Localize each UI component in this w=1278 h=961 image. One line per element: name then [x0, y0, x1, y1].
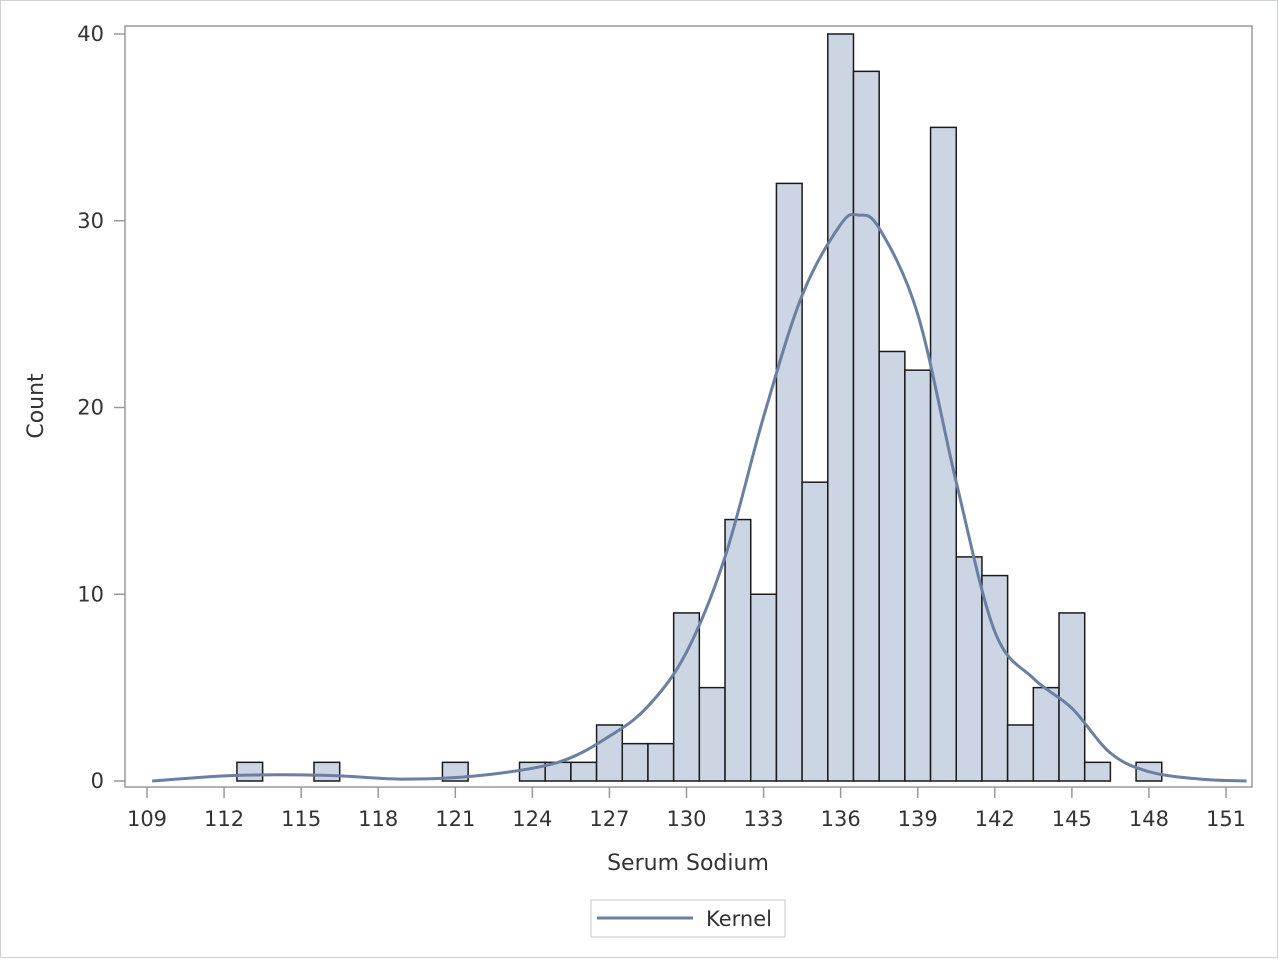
- x-tick-label: 136: [821, 807, 861, 831]
- histogram-bar: [749, 593, 778, 782]
- x-tick-label: 130: [666, 807, 706, 831]
- histogram-bar: [595, 724, 624, 782]
- x-tick-label: 118: [358, 807, 398, 831]
- x-tick-label: 133: [744, 807, 784, 831]
- histogram-bar: [647, 742, 675, 782]
- histogram-bar: [955, 556, 983, 782]
- y-tick-label: 10: [77, 582, 104, 606]
- histogram-bar: [724, 518, 752, 782]
- bars-group: [236, 33, 1163, 782]
- histogram-bar: [1083, 761, 1112, 782]
- histogram-bar: [313, 761, 341, 782]
- histogram-bar: [1058, 612, 1086, 782]
- x-tick-label: 151: [1206, 807, 1246, 831]
- histogram-bar: [775, 182, 803, 782]
- histogram-bar: [621, 742, 649, 782]
- y-axis-label: Count: [24, 373, 49, 439]
- legend: Kernel: [590, 899, 786, 938]
- x-tick-label: 115: [281, 807, 321, 831]
- x-tick-label: 139: [898, 807, 938, 831]
- histogram-bar: [827, 33, 855, 782]
- x-tick-label: 148: [1129, 807, 1169, 831]
- histogram-bar: [1032, 686, 1060, 782]
- x-tick-label: 121: [435, 807, 475, 831]
- histogram-bar: [672, 612, 701, 782]
- kernel-density-line: [152, 212, 1247, 783]
- x-tick-label: 145: [1052, 807, 1092, 831]
- y-tick-label: 20: [77, 396, 104, 420]
- y-tick-label: 0: [91, 769, 104, 793]
- x-tick-label: 142: [975, 807, 1015, 831]
- histogram-bar: [236, 761, 264, 782]
- x-tick-label: 112: [204, 807, 244, 831]
- histogram-bar: [1006, 724, 1035, 782]
- x-tick-label: 124: [512, 807, 552, 831]
- histogram-bar: [698, 686, 726, 782]
- histogram-bar: [904, 369, 932, 782]
- histogram-bar: [570, 761, 598, 782]
- x-tick-label: 127: [589, 807, 629, 831]
- y-axis: 0 10 20 30 40: [77, 22, 125, 793]
- x-tick-label: 109: [127, 807, 167, 831]
- histogram-bar: [929, 126, 957, 782]
- legend-kernel-label: Kernel: [706, 907, 772, 931]
- histogram-bar: [801, 481, 829, 782]
- y-tick-label: 40: [77, 22, 104, 46]
- histogram-bar: [878, 350, 906, 782]
- x-axis: 109 112 115 118 121 124 127 130 133 136 139 142 145 1…: [127, 787, 1246, 831]
- x-axis-label: Serum Sodium: [607, 851, 769, 876]
- y-tick-label: 30: [77, 209, 104, 233]
- histogram-bar: [852, 70, 880, 782]
